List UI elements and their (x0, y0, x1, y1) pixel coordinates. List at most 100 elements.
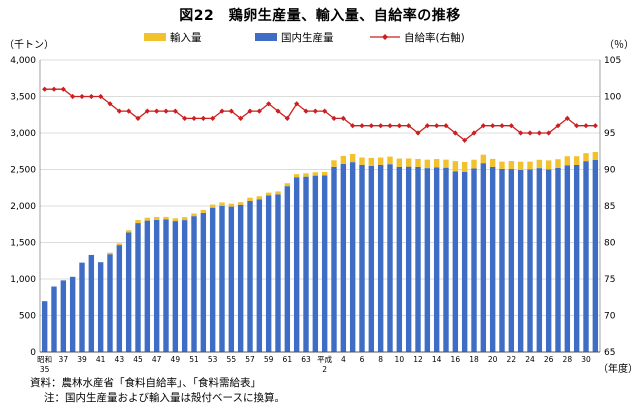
rate-point (368, 123, 374, 129)
bar-domestic (564, 165, 571, 352)
rate-point (79, 93, 85, 100)
bar-import (573, 156, 580, 165)
rate-point (98, 93, 104, 100)
rate-point (583, 123, 589, 129)
x-tick-label: 28 (563, 355, 573, 364)
bar-import (144, 217, 151, 221)
bar-import (489, 158, 496, 167)
x-tick-label: 41 (96, 355, 106, 364)
rate-point (415, 130, 421, 136)
bar-domestic (275, 194, 281, 352)
bar-domestic (69, 276, 76, 352)
x-tick-label: 63 (301, 355, 311, 364)
bar-domestic (573, 164, 580, 352)
bar-domestic (125, 232, 132, 352)
bar-import (405, 158, 412, 167)
rate-point (555, 123, 561, 129)
bar-import (471, 159, 477, 169)
rate-point (434, 123, 440, 129)
right-tick-label: 100 (604, 93, 621, 103)
bar-domestic (191, 216, 197, 352)
bar-domestic (377, 164, 384, 352)
x-tick-label: 35 (40, 365, 50, 374)
bar-domestic (312, 175, 319, 352)
bar-domestic (527, 169, 533, 352)
rate-point (116, 108, 122, 114)
bar-import (387, 156, 393, 165)
rate-line (42, 86, 598, 143)
bar-import (312, 172, 319, 176)
rate-point (51, 86, 57, 92)
right-axis-unit: （％） (604, 39, 634, 51)
rate-point (480, 123, 486, 129)
rate-point (406, 123, 412, 129)
bar-import (135, 220, 141, 224)
bar-domestic (349, 162, 356, 352)
x-tick-label: 14 (432, 355, 442, 364)
x-tick-label: 20 (488, 355, 498, 364)
bar-import (424, 159, 431, 169)
x-tick-label: 55 (227, 355, 237, 364)
bar-domestic (163, 219, 169, 352)
legend-marker-rate (382, 34, 388, 40)
bar-import (359, 157, 365, 165)
bar-import (443, 159, 449, 168)
bar-import (275, 191, 281, 195)
left-tick-label: 2,500 (10, 166, 36, 176)
bar-domestic (359, 164, 365, 352)
bar-import (303, 173, 309, 177)
bar-domestic (340, 163, 347, 352)
rate-point (294, 101, 300, 107)
bar-import (163, 216, 169, 220)
rate-point (564, 115, 570, 121)
rate-point (107, 101, 113, 107)
bar-domestic (443, 167, 449, 352)
legend-swatch-import (144, 33, 166, 41)
left-tick-label: 2,000 (10, 202, 36, 212)
x-tick-label: 10 (395, 355, 405, 364)
legend-swatch-domestic (255, 33, 277, 41)
grid-lines (40, 59, 600, 353)
bar-domestic (107, 254, 113, 352)
bar-domestic (555, 167, 561, 352)
bar-domestic (396, 166, 403, 352)
bar-import (415, 158, 421, 167)
rate-point (452, 130, 458, 136)
right-tick-label: 80 (604, 239, 616, 249)
bar-import (517, 161, 524, 170)
rate-point (144, 108, 150, 114)
x-tick-label: 61 (283, 355, 293, 364)
bar-import (480, 154, 487, 164)
bar-import (247, 197, 253, 202)
x-tick-label: 57 (245, 355, 255, 364)
bar-import (256, 196, 263, 200)
rate-point (70, 93, 76, 100)
bar-domestic (284, 186, 291, 352)
bar-domestic (452, 171, 459, 352)
bar-domestic (536, 168, 543, 352)
bar-domestic (200, 212, 207, 352)
rate-point (462, 137, 468, 143)
rate-point (172, 108, 178, 114)
rate-point (154, 108, 160, 114)
bar-domestic (331, 166, 337, 352)
bar-domestic (135, 223, 141, 352)
bar-import (331, 160, 337, 167)
x-tick-label: 昭和 (37, 355, 52, 364)
rate-point (518, 130, 524, 136)
bar-domestic (265, 195, 272, 352)
notes: 資料：農林水産省「食料自給率」、「食料需給表」 注：国内生産量および輸入量は殻付… (30, 376, 285, 406)
bar-domestic (368, 165, 375, 352)
bar-domestic (237, 204, 244, 352)
rate-point (135, 115, 141, 121)
bar-import (536, 159, 543, 169)
bar-domestic (219, 205, 225, 352)
bar-domestic (499, 168, 505, 352)
bar-import (564, 156, 571, 166)
axes: 0 500 1,000 1,500 2,000 2,500 3,000 3,500 4,000 6… (4, 39, 638, 375)
bar-import (293, 174, 300, 178)
x-tick-label: 8 (378, 355, 383, 364)
bar-import (228, 203, 235, 207)
bar-import (265, 192, 272, 196)
